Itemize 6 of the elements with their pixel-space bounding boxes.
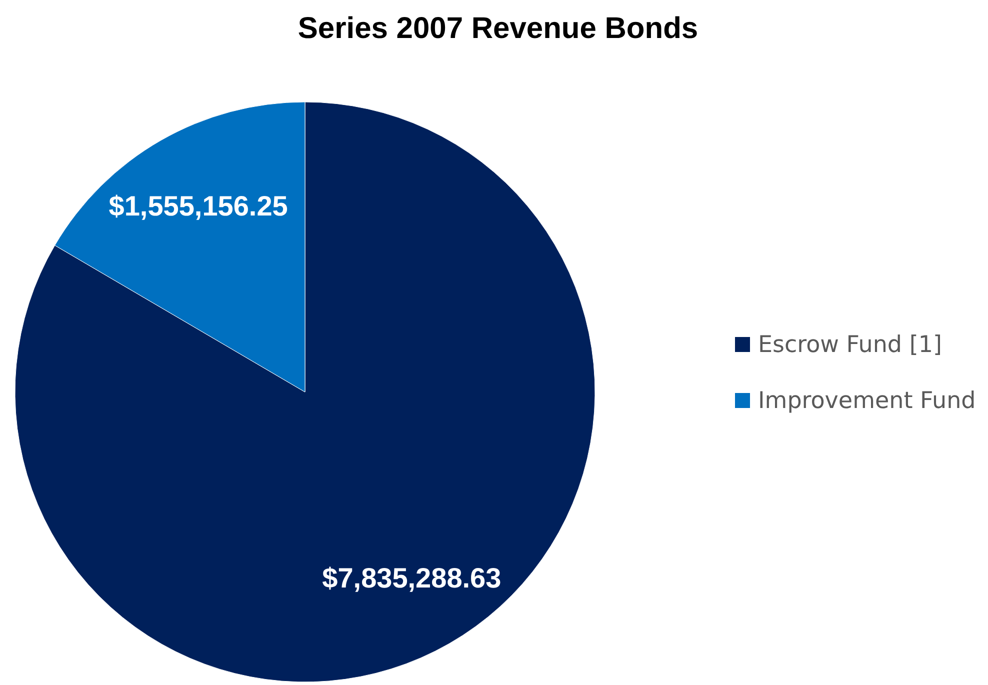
chart-title: Series 2007 Revenue Bonds [298, 12, 698, 45]
pie-slice [14, 102, 596, 682]
legend-label: Escrow Fund [1] [758, 332, 942, 358]
data-label: $7,835,288.63 [322, 562, 502, 594]
data-label: $1,555,156.25 [108, 190, 288, 222]
legend-label: Improvement Fund [758, 388, 976, 414]
